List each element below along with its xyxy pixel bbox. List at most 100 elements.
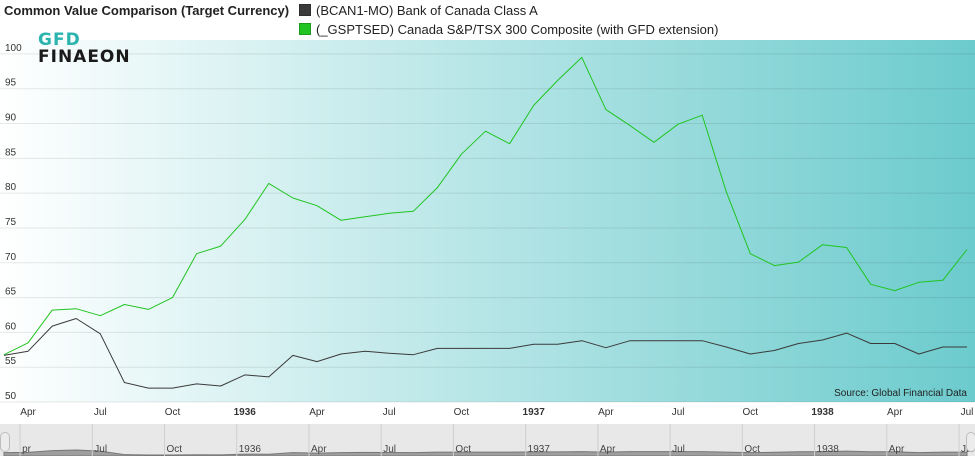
data-point-0 bbox=[388, 352, 390, 354]
data-point-1 bbox=[533, 104, 535, 106]
data-point-0 bbox=[701, 340, 703, 342]
data-point-0 bbox=[292, 354, 294, 356]
data-point-0 bbox=[725, 346, 727, 348]
data-point-1 bbox=[773, 265, 775, 267]
data-point-1 bbox=[172, 297, 174, 299]
source-credit: Source: Global Financial Data bbox=[834, 388, 967, 399]
data-point-1 bbox=[388, 212, 390, 214]
data-point-0 bbox=[677, 340, 679, 342]
navigator-label: Apr bbox=[600, 444, 616, 455]
navigator-background bbox=[0, 424, 975, 456]
data-point-0 bbox=[51, 325, 53, 327]
data-point-1 bbox=[51, 309, 53, 311]
data-point-1 bbox=[364, 216, 366, 218]
series-line-1[interactable] bbox=[3, 56, 968, 356]
data-point-0 bbox=[918, 353, 920, 355]
data-point-0 bbox=[846, 332, 848, 334]
grid-lines bbox=[0, 53, 975, 403]
x-tick-label: Jul bbox=[383, 407, 396, 418]
data-point-1 bbox=[123, 304, 125, 306]
x-tick-label: Apr bbox=[20, 407, 36, 418]
x-tick-label: Oct bbox=[743, 407, 759, 418]
x-tick-label: Jul bbox=[672, 407, 685, 418]
navigator-left-handle[interactable] bbox=[0, 432, 10, 452]
data-point-0 bbox=[509, 347, 511, 349]
data-point-1 bbox=[99, 315, 101, 317]
navigator-label: pr bbox=[22, 444, 32, 455]
data-point-1 bbox=[412, 210, 414, 212]
data-point-0 bbox=[798, 343, 800, 345]
data-point-0 bbox=[268, 376, 270, 378]
gfd-finaeon-logo: GFD FINAEON bbox=[38, 32, 131, 66]
data-point-1 bbox=[220, 245, 222, 247]
legend-item-bank-of-canada[interactable]: (BCAN1-MO) Bank of Canada Class A bbox=[299, 2, 538, 18]
data-point-0 bbox=[870, 343, 872, 345]
x-tick-label: Jul bbox=[94, 407, 107, 418]
data-point-1 bbox=[292, 197, 294, 199]
data-point-0 bbox=[605, 347, 607, 349]
y-tick-label: 50 bbox=[5, 391, 17, 402]
navigator-label: Jul bbox=[383, 444, 396, 455]
legend-swatch-bank-of-canada bbox=[299, 4, 311, 16]
chart-title: Common Value Comparison (Target Currency… bbox=[4, 3, 290, 18]
logo-line-finaeon: FINAEON bbox=[38, 47, 131, 67]
data-point-1 bbox=[918, 281, 920, 283]
y-tick-label: 75 bbox=[5, 217, 17, 228]
navigator-label: Oct bbox=[167, 444, 183, 455]
navigator-label: 1936 bbox=[239, 444, 262, 455]
x-tick-label: Oct bbox=[165, 407, 181, 418]
navigator-label: Oct bbox=[455, 444, 471, 455]
data-point-1 bbox=[894, 290, 896, 292]
x-tick-label: Apr bbox=[887, 407, 903, 418]
data-point-1 bbox=[436, 187, 438, 189]
legend-item-tsx-composite[interactable]: (_GSPTSED) Canada S&P/TSX 300 Composite … bbox=[299, 21, 718, 37]
navigator-series-area bbox=[3, 449, 968, 456]
x-tick-label: Apr bbox=[598, 407, 614, 418]
legend-label-tsx-composite: (_GSPTSED) Canada S&P/TSX 300 Composite … bbox=[316, 21, 719, 37]
navigator-label: Apr bbox=[311, 444, 327, 455]
data-point-1 bbox=[870, 283, 872, 285]
y-tick-label: 70 bbox=[5, 252, 17, 263]
x-tick-label: 1938 bbox=[811, 407, 834, 418]
data-point-0 bbox=[99, 333, 101, 335]
chart-header: Common Value Comparison (Target Currency… bbox=[0, 0, 975, 40]
data-point-1 bbox=[581, 56, 583, 58]
navigator-label: Apr bbox=[889, 444, 905, 455]
data-point-1 bbox=[316, 205, 318, 207]
navigator-label: Oct bbox=[744, 444, 760, 455]
data-point-1 bbox=[557, 79, 559, 81]
x-tick-label: Jul bbox=[961, 407, 974, 418]
data-point-0 bbox=[557, 343, 559, 345]
data-point-0 bbox=[894, 343, 896, 345]
data-point-0 bbox=[196, 383, 198, 385]
navigator-label: Jul bbox=[672, 444, 685, 455]
data-point-1 bbox=[147, 308, 149, 310]
data-point-0 bbox=[966, 346, 968, 348]
y-tick-label: 95 bbox=[5, 78, 17, 89]
y-tick-label: 60 bbox=[5, 321, 17, 332]
data-point-0 bbox=[172, 387, 174, 389]
plot-background bbox=[0, 40, 975, 402]
navigator[interactable]: pr Jul Oct 1936 Apr Jul Oct 1937 Apr Jul Oct 1938 Ap… bbox=[0, 424, 975, 456]
data-point-0 bbox=[629, 340, 631, 342]
data-point-0 bbox=[942, 346, 944, 348]
data-point-1 bbox=[268, 182, 270, 184]
y-tick-label: 65 bbox=[5, 287, 17, 298]
data-point-0 bbox=[460, 347, 462, 349]
data-point-1 bbox=[653, 141, 655, 143]
data-point-0 bbox=[75, 318, 77, 320]
data-point-1 bbox=[677, 123, 679, 125]
data-point-0 bbox=[533, 343, 535, 345]
data-point-0 bbox=[340, 353, 342, 355]
data-point-0 bbox=[773, 350, 775, 352]
data-point-0 bbox=[485, 347, 487, 349]
data-point-0 bbox=[581, 340, 583, 342]
data-point-1 bbox=[27, 342, 29, 344]
series-line-0[interactable] bbox=[3, 318, 967, 389]
y-tick-label: 90 bbox=[5, 113, 17, 124]
data-point-1 bbox=[725, 191, 727, 193]
navigator-right-handle[interactable] bbox=[966, 432, 975, 452]
data-point-0 bbox=[653, 340, 655, 342]
data-point-1 bbox=[749, 253, 751, 255]
